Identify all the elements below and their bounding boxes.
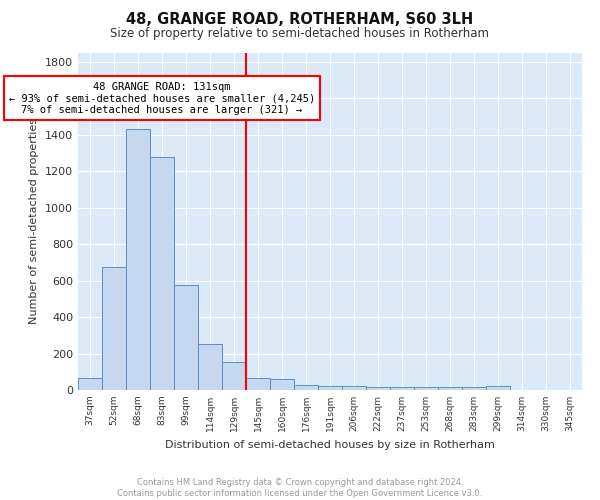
Y-axis label: Number of semi-detached properties: Number of semi-detached properties <box>29 118 40 324</box>
Bar <box>198 344 222 390</box>
Bar <box>246 378 270 390</box>
Bar <box>486 386 510 390</box>
Bar <box>366 387 390 390</box>
Text: 48 GRANGE ROAD: 131sqm
← 93% of semi-detached houses are smaller (4,245)
7% of s: 48 GRANGE ROAD: 131sqm ← 93% of semi-det… <box>9 82 315 115</box>
Text: Contains HM Land Registry data © Crown copyright and database right 2024.
Contai: Contains HM Land Registry data © Crown c… <box>118 478 482 498</box>
Text: 48, GRANGE ROAD, ROTHERHAM, S60 3LH: 48, GRANGE ROAD, ROTHERHAM, S60 3LH <box>127 12 473 28</box>
Bar <box>102 267 126 390</box>
Text: Size of property relative to semi-detached houses in Rotherham: Size of property relative to semi-detach… <box>110 28 490 40</box>
Bar <box>294 384 318 390</box>
Bar <box>126 129 150 390</box>
Bar <box>150 158 174 390</box>
Bar <box>318 386 342 390</box>
Bar <box>390 388 414 390</box>
Bar <box>342 386 366 390</box>
Bar <box>78 378 102 390</box>
X-axis label: Distribution of semi-detached houses by size in Rotherham: Distribution of semi-detached houses by … <box>165 440 495 450</box>
Bar <box>222 362 246 390</box>
Bar <box>270 378 294 390</box>
Bar <box>438 388 462 390</box>
Bar <box>462 388 486 390</box>
Bar <box>174 285 198 390</box>
Bar <box>414 388 438 390</box>
